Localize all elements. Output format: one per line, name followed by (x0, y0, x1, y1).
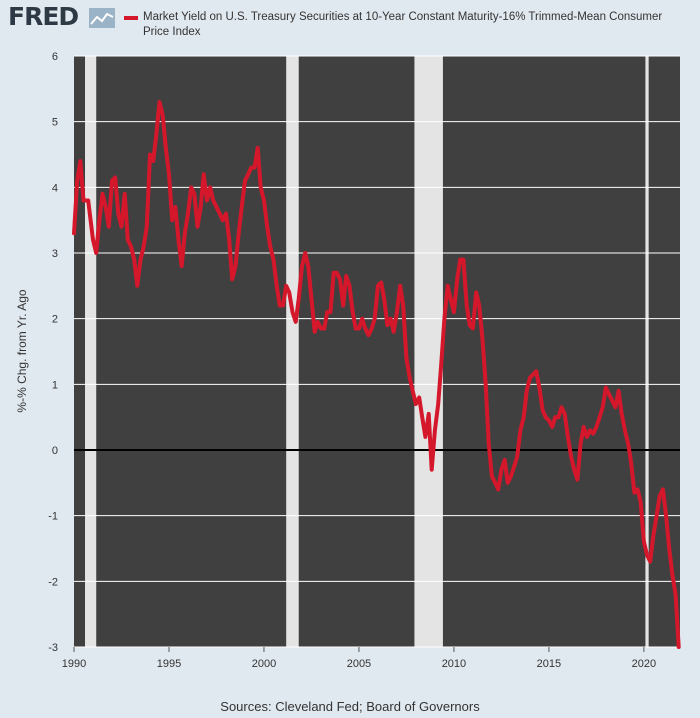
recession-band (286, 56, 299, 647)
x-tick-label: 2015 (537, 658, 561, 670)
x-tick-label: 2020 (632, 658, 656, 670)
fred-logo: FRED (8, 2, 79, 31)
x-tick-label: 1995 (157, 658, 181, 670)
x-tick-label: 2010 (442, 658, 466, 670)
y-tick-label: 5 (52, 117, 58, 129)
source-note: Sources: Cleveland Fed; Board of Governo… (220, 699, 480, 714)
y-tick-label: 2 (52, 314, 58, 326)
y-tick-label: 0 (52, 445, 58, 457)
recession-band (414, 56, 443, 647)
y-tick-label: 4 (52, 182, 58, 194)
series-line (72, 100, 681, 649)
y-tick-label: -1 (48, 511, 58, 523)
logo-graph-icon (89, 8, 115, 28)
x-tick-label: 2005 (347, 658, 371, 670)
x-tick-label: 2000 (252, 658, 276, 670)
x-tick-label: 1990 (62, 658, 86, 670)
y-tick-label: 1 (52, 379, 58, 391)
y-tick-label: 3 (52, 248, 58, 260)
recession-band (645, 56, 649, 647)
recession-band (85, 56, 97, 647)
y-tick-label: -2 (48, 576, 58, 588)
legend-series-label: Market Yield on U.S. Treasury Securities… (143, 11, 663, 38)
y-axis-label: %-% Chg. from Yr. Ago (15, 289, 29, 413)
y-tick-label: -3 (48, 642, 58, 654)
chart-header: FRED Market Yield on U.S. Treasury Secur… (0, 0, 700, 46)
y-tick-label: 6 (52, 51, 58, 63)
legend-series-swatch (124, 16, 138, 20)
plot-area (74, 56, 680, 647)
